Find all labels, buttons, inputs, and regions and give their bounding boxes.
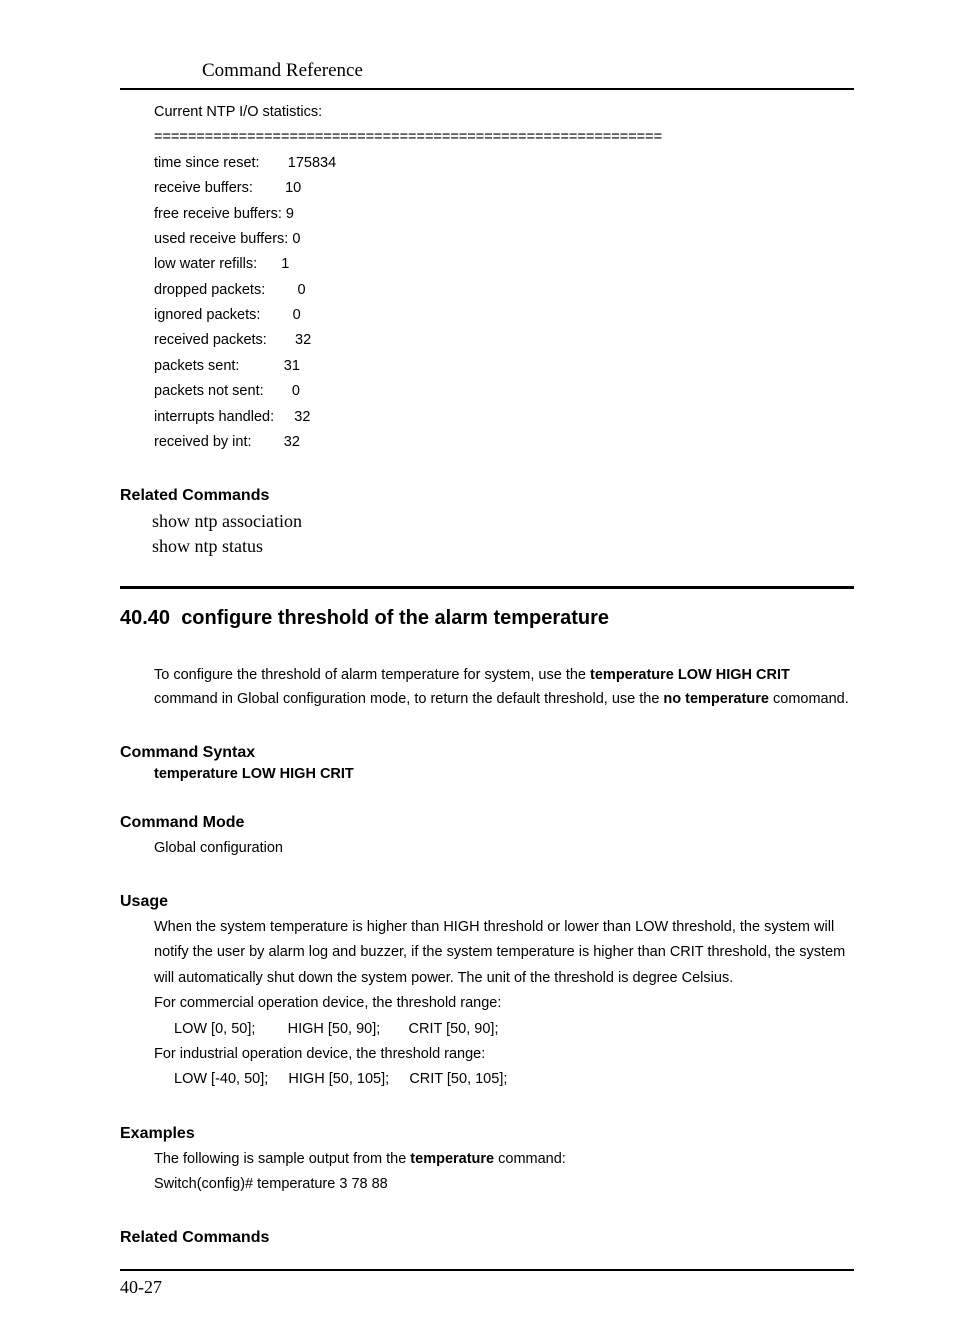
stat-line: packets sent: 31 bbox=[154, 354, 854, 379]
related-commands-heading-2: Related Commands bbox=[120, 1229, 854, 1247]
intro-text: To configure the threshold of alarm temp… bbox=[154, 667, 590, 683]
chapter-title: configure threshold of the alarm tempera… bbox=[181, 607, 609, 629]
example-text: The following is sample output from the bbox=[154, 1151, 410, 1167]
stat-line: packets not sent: 0 bbox=[154, 379, 854, 404]
stat-line: received by int: 32 bbox=[154, 430, 854, 455]
stat-line: time since reset: 175834 bbox=[154, 151, 854, 176]
command-mode-line: Global configuration bbox=[154, 836, 854, 861]
stat-line: low water refills: 1 bbox=[154, 252, 854, 277]
stat-line: dropped packets: 0 bbox=[154, 278, 854, 303]
chapter-heading: 40.40 configure threshold of the alarm t… bbox=[120, 607, 854, 630]
stat-line: ignored packets: 0 bbox=[154, 303, 854, 328]
intro-text: comomand. bbox=[769, 691, 849, 707]
command-syntax-line: temperature LOW HIGH CRIT bbox=[154, 766, 854, 782]
command-mode-heading: Command Mode bbox=[120, 814, 854, 832]
usage-heading: Usage bbox=[120, 893, 854, 911]
stat-line: used receive buffers: 0 bbox=[154, 227, 854, 252]
stat-line: received packets: 32 bbox=[154, 328, 854, 353]
header-rule bbox=[120, 88, 854, 90]
section-divider bbox=[120, 586, 854, 589]
related-item: show ntp association bbox=[152, 509, 854, 533]
intro-paragraph: To configure the threshold of alarm temp… bbox=[154, 664, 854, 712]
usage-commercial-label: For commercial operation device, the thr… bbox=[154, 991, 854, 1016]
stat-line: receive buffers: 10 bbox=[154, 176, 854, 201]
related-item: show ntp status bbox=[152, 534, 854, 558]
stat-line: interrupts handled: 32 bbox=[154, 405, 854, 430]
chapter-number: 40.40 bbox=[120, 607, 170, 629]
footer-rule bbox=[120, 1269, 854, 1271]
ntp-stats-block: Current NTP I/O statistics: ============… bbox=[154, 100, 854, 455]
related-commands-list: show ntp association show ntp status bbox=[152, 509, 854, 558]
page: Command Reference Current NTP I/O statis… bbox=[0, 0, 954, 1338]
example-text: command: bbox=[494, 1151, 566, 1167]
intro-cmd1: temperature LOW HIGH CRIT bbox=[590, 667, 790, 683]
usage-industrial-label: For industrial operation device, the thr… bbox=[154, 1042, 854, 1067]
intro-text: command in Global configuration mode, to… bbox=[154, 691, 663, 707]
related-commands-heading: Related Commands bbox=[120, 487, 854, 505]
usage-paragraph: When the system temperature is higher th… bbox=[154, 915, 854, 991]
stat-line: free receive buffers: 9 bbox=[154, 202, 854, 227]
command-syntax-heading: Command Syntax bbox=[120, 744, 854, 762]
example-output: Switch(config)# temperature 3 78 88 bbox=[154, 1172, 854, 1197]
stats-title: Current NTP I/O statistics: bbox=[154, 100, 854, 125]
stats-separator: ========================================… bbox=[154, 125, 854, 150]
usage-commercial-range: LOW [0, 50]; HIGH [50, 90]; CRIT [50, 90… bbox=[174, 1017, 854, 1042]
page-header-title: Command Reference bbox=[202, 60, 854, 82]
intro-cmd2: no temperature bbox=[663, 691, 769, 707]
usage-block: When the system temperature is higher th… bbox=[154, 915, 854, 1093]
example-cmd: temperature bbox=[410, 1151, 494, 1167]
examples-heading: Examples bbox=[120, 1125, 854, 1143]
example-line: The following is sample output from the … bbox=[154, 1147, 854, 1172]
page-number: 40-27 bbox=[120, 1277, 854, 1298]
examples-block: The following is sample output from the … bbox=[154, 1147, 854, 1198]
usage-industrial-range: LOW [-40, 50]; HIGH [50, 105]; CRIT [50,… bbox=[174, 1067, 854, 1092]
